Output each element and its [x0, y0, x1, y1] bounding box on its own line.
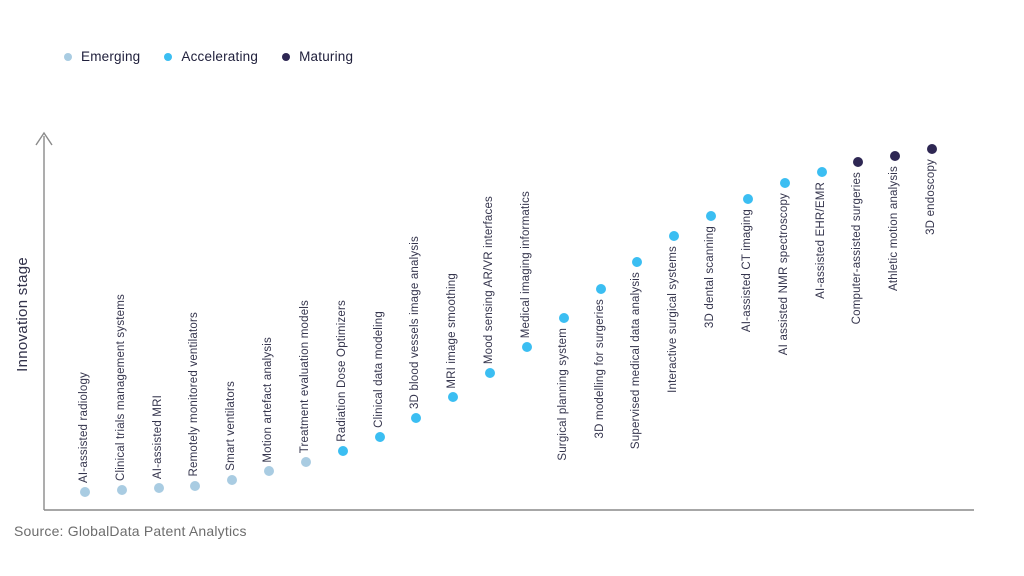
source-note: Source: GlobalData Patent Analytics [14, 523, 247, 539]
data-point-dot [558, 312, 569, 323]
data-point-label: Interactive surgical systems [667, 245, 680, 393]
data-point-label: 3D endoscopy [925, 159, 938, 236]
y-axis-arrow-icon [35, 131, 53, 146]
data-point-dot [853, 157, 864, 168]
data-point-label: AI-assisted EHR/EMR [814, 181, 827, 299]
data-point-label: Clinical data modeling [372, 311, 385, 429]
data-point-dot [190, 480, 201, 491]
data-point-dot [669, 230, 680, 241]
data-point-dot [779, 177, 790, 188]
data-point-label: 3D modelling for surgeries [593, 298, 606, 439]
data-point-dot [927, 144, 938, 155]
data-point-label: Remotely monitored ventilators [188, 312, 201, 477]
data-point-dot [816, 166, 827, 177]
maturing-dot-icon [282, 52, 291, 61]
legend-label: Maturing [299, 49, 354, 64]
data-point-label: Mood sensing AR/VR interfaces [483, 195, 496, 365]
data-point-dot [706, 210, 717, 221]
data-point-label: Medical imaging informatics [519, 190, 532, 338]
data-point-label: Computer-assisted surgeries [851, 172, 864, 325]
data-point-label: Smart ventilators [225, 380, 238, 471]
data-point-dot [80, 486, 90, 497]
data-point-dot [337, 445, 348, 456]
data-point-label: Motion artefact analysis [262, 336, 275, 463]
data-point-label: Supervised medical data analysis [630, 272, 643, 450]
data-point-dot [153, 482, 164, 493]
legend-label: Accelerating [181, 49, 259, 64]
data-point-dot [485, 368, 496, 379]
data-point-dot [448, 392, 459, 403]
data-point-dot [227, 474, 238, 485]
data-point-label: Radiation Dose Optimizers [335, 300, 348, 442]
data-point-dot [742, 193, 753, 204]
data-point-dot [300, 456, 311, 467]
data-point-label: AI-assisted MRI [151, 394, 164, 479]
legend-label: Emerging [81, 49, 141, 64]
data-point-dot [374, 432, 385, 443]
data-point-dot [521, 341, 532, 352]
emerging-dot-icon [64, 52, 72, 61]
data-point-label: AI-assisted CT imaging [740, 208, 753, 332]
legend-item-accelerating: Accelerating [164, 49, 258, 64]
data-point-dot [632, 257, 643, 268]
data-point-label: 3D blood vessels image analysis [409, 235, 422, 409]
data-point-label: MRI image smoothing [446, 272, 459, 389]
data-point-label: AI assisted NMR spectroscopy [777, 192, 790, 356]
accelerating-dot-icon [164, 52, 173, 61]
data-point-label: Athletic motion analysis [888, 165, 901, 291]
data-point-label: AI-assisted radiology [78, 371, 90, 483]
data-point-dot [595, 283, 606, 294]
legend: Emerging Accelerating Maturing [64, 49, 353, 64]
legend-item-emerging: Emerging [64, 49, 140, 64]
data-point-dot [116, 485, 127, 496]
data-point-label: 3D dental scanning [704, 225, 717, 328]
data-point-label: Treatment evaluation models [298, 299, 311, 453]
data-point-dot [264, 466, 275, 477]
data-point-label: Surgical planning system [556, 327, 569, 461]
data-point-label: Clinical trials management systems [114, 294, 127, 482]
legend-item-maturing: Maturing [282, 49, 353, 64]
data-point-dot [411, 412, 422, 423]
data-point-dot [890, 150, 901, 161]
